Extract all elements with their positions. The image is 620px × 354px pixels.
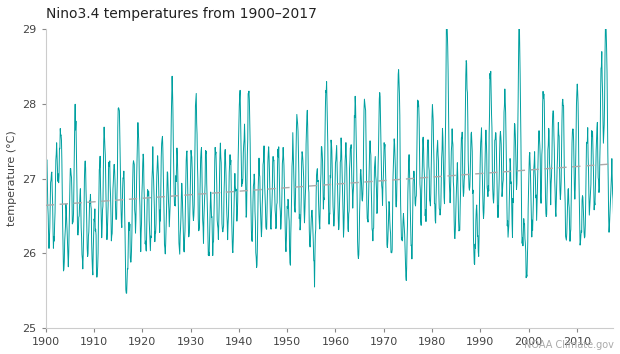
Text: Nino3.4 temperatures from 1900–2017: Nino3.4 temperatures from 1900–2017 (46, 7, 317, 21)
Text: NOAA Climate.gov: NOAA Climate.gov (524, 341, 614, 350)
Y-axis label: temperature (°C): temperature (°C) (7, 131, 17, 227)
